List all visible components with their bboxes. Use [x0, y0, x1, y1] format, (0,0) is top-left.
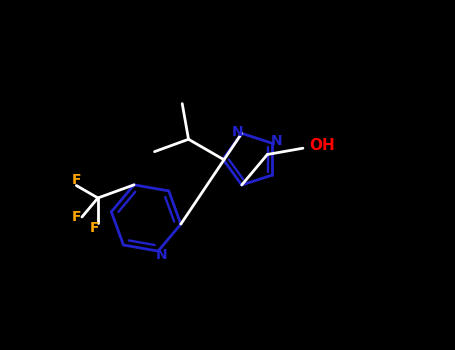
Text: OH: OH [310, 139, 335, 153]
Text: F: F [90, 221, 99, 235]
Text: N: N [232, 125, 243, 139]
Text: F: F [72, 210, 81, 224]
Text: F: F [71, 173, 81, 187]
Text: N: N [271, 134, 283, 148]
Text: N: N [156, 248, 167, 262]
